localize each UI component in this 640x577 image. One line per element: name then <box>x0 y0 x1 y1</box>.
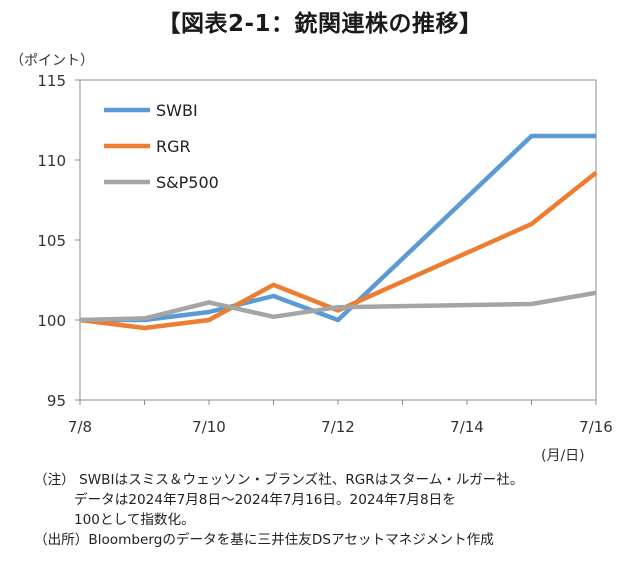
legend-label: S&P500 <box>156 173 219 192</box>
y-tick-label: 110 <box>37 152 66 170</box>
y-tick-label: 115 <box>37 72 66 90</box>
note-line-2: データは2024年7月8日～2024年7月16日。2024年7月8日を <box>74 492 456 508</box>
y-tick-label: 95 <box>47 392 66 410</box>
y-axis-unit: （ポイント） <box>10 53 94 69</box>
x-tick-label: 7/12 <box>321 418 355 436</box>
chart-title: 【図表2-1：銃関連株の推移】 <box>157 11 483 37</box>
x-tick-label: 7/8 <box>68 418 92 436</box>
x-tick-label: 7/10 <box>192 418 226 436</box>
source-line: （出所）Bloombergのデータを基に三井住友DSアセットマネジメント作成 <box>34 532 494 548</box>
note-line-3: 100として指数化。 <box>74 512 195 528</box>
series-line-rgr <box>79 171 598 331</box>
legend-label: SWBI <box>156 101 198 120</box>
footnotes: （注） SWBIはスミス＆ウェッソン・ブランズ社、RGRはスターム・ルガー社。 … <box>34 470 523 550</box>
series-line-sp500 <box>79 290 597 323</box>
x-tick-label: 7/14 <box>450 418 484 436</box>
legend-label: RGR <box>156 137 191 156</box>
note-line-1: （注） SWBIはスミス＆ウェッソン・ブランズ社、RGRはスターム・ルガー社。 <box>34 472 524 488</box>
x-tick-label: 7/16 <box>579 418 613 436</box>
y-tick-label: 105 <box>37 232 66 250</box>
x-axis-unit: (月/日) <box>541 448 585 464</box>
plot-area <box>79 79 597 401</box>
y-tick-label: 100 <box>37 312 66 330</box>
